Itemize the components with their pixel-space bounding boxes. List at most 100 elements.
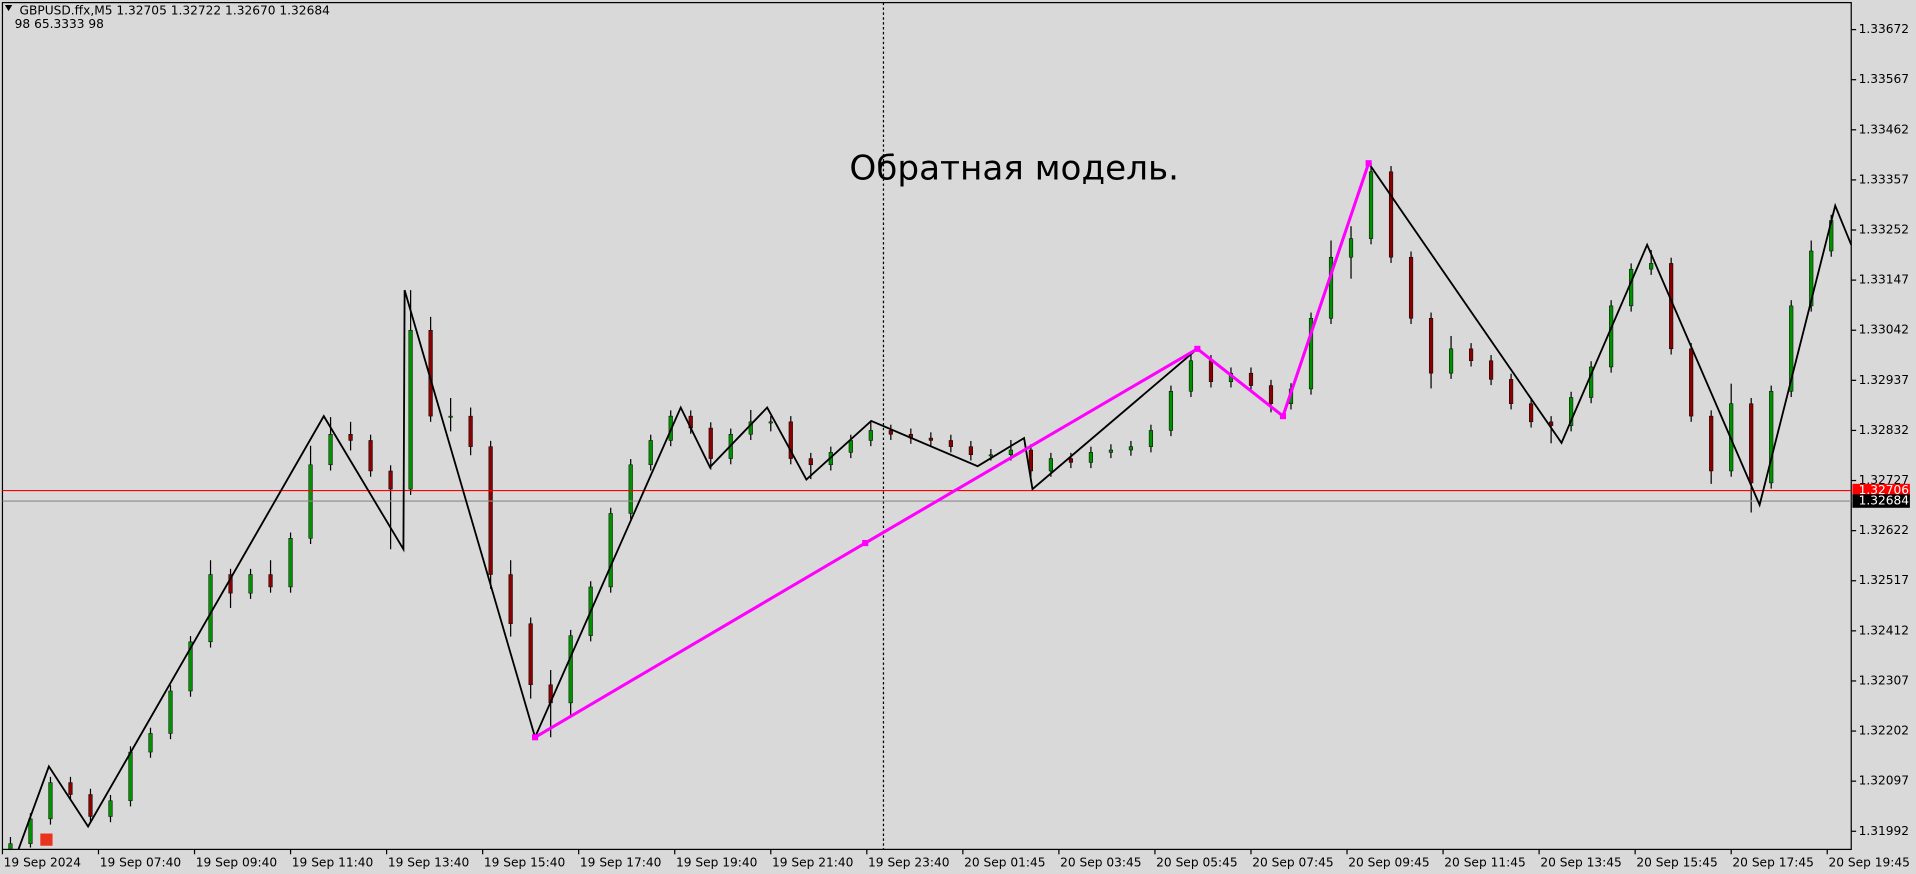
candle-body	[1529, 403, 1534, 423]
candle-body	[1088, 452, 1093, 463]
y-tick-label: 1.33252	[1859, 223, 1909, 237]
candle-body	[68, 782, 73, 795]
candle-body	[1188, 360, 1194, 392]
candle-body	[708, 427, 713, 459]
signal-icon	[40, 833, 53, 846]
candle-body	[868, 430, 873, 441]
candle-body	[888, 430, 893, 435]
candle-body	[768, 421, 773, 424]
candle-body	[388, 470, 393, 490]
candle-body	[1468, 348, 1474, 362]
x-tick-label: 19 Sep 15:40	[484, 855, 565, 869]
candle-body	[988, 454, 993, 457]
x-tick-label: 19 Sep 09:40	[196, 855, 277, 869]
candle-body	[1348, 238, 1354, 258]
candle-body	[648, 440, 653, 466]
candle-body	[608, 513, 613, 588]
candle-body	[1388, 171, 1394, 258]
zigzag-line	[17, 161, 1853, 850]
candle-body	[1749, 403, 1754, 484]
y-tick-label: 1.33147	[1859, 273, 1909, 287]
pattern-point	[1365, 160, 1372, 167]
candle-body	[8, 843, 13, 850]
candle-body	[928, 437, 933, 441]
candle-body	[1509, 379, 1514, 404]
y-tick-label: 1.33042	[1859, 323, 1909, 337]
candle-body	[1048, 458, 1053, 472]
y-tick-label: 1.32202	[1859, 724, 1909, 738]
candle-body	[1589, 366, 1594, 398]
candle-body	[208, 574, 213, 643]
collapse-arrow[interactable]	[4, 5, 13, 12]
candle-body	[628, 464, 633, 514]
candle-body	[1669, 263, 1674, 350]
candle-body	[1689, 348, 1694, 417]
candle-body	[1629, 268, 1634, 307]
candle-body	[1268, 385, 1274, 404]
plot-frame	[1, 1, 1852, 851]
x-tick-label: 19 Sep 19:40	[676, 855, 757, 869]
candle-body	[1168, 391, 1174, 431]
x-tick-label: 19 Sep 11:40	[292, 855, 373, 869]
x-tick-label: 19 Sep 21:40	[772, 855, 853, 869]
x-tick-label: 20 Sep 09:45	[1348, 855, 1429, 869]
candle-body	[328, 434, 333, 466]
y-tick-label: 1.32937	[1859, 373, 1909, 387]
y-tick-label: 1.32832	[1859, 423, 1909, 437]
candle-body	[1448, 348, 1454, 374]
x-tick-label: 20 Sep 01:45	[964, 855, 1045, 869]
candle-body	[268, 574, 273, 588]
candle-body	[1368, 171, 1374, 239]
candle-body	[128, 751, 133, 801]
candle-body	[1128, 446, 1134, 451]
candle-body	[1489, 360, 1494, 380]
pattern-point	[862, 539, 869, 547]
candle-body	[808, 458, 813, 466]
x-tick-label: 20 Sep 15:45	[1636, 855, 1717, 869]
x-tick-label: 20 Sep 13:45	[1540, 855, 1621, 869]
x-tick-label: 20 Sep 17:45	[1732, 855, 1813, 869]
price-label-box	[1852, 494, 1910, 508]
candle-body	[1108, 449, 1113, 453]
y-tick-label: 1.32517	[1859, 573, 1909, 587]
pattern-point	[1279, 413, 1287, 420]
x-tick-label: 19 Sep 2024	[4, 855, 82, 869]
candle-body	[1609, 305, 1614, 368]
candle-body	[508, 574, 513, 624]
candle-body	[1148, 430, 1154, 447]
candle-body	[568, 635, 573, 704]
candle-body	[1008, 449, 1013, 456]
candle-body	[1649, 263, 1654, 270]
candle-body	[1769, 391, 1774, 484]
price-label: 1.32706	[1859, 483, 1909, 497]
candle-body	[788, 421, 793, 459]
x-tick-label: 20 Sep 05:45	[1156, 855, 1237, 869]
candle-body	[1308, 318, 1314, 390]
candle-body	[1248, 372, 1254, 386]
candle-body	[148, 733, 153, 753]
candle-body	[1068, 458, 1073, 463]
candle-body	[188, 641, 193, 692]
y-tick-label: 1.32727	[1859, 473, 1909, 487]
candle-body	[88, 794, 93, 817]
x-tick-label: 20 Sep 19:45	[1828, 855, 1909, 869]
candle-body	[248, 574, 253, 594]
y-tick-label: 1.32097	[1859, 774, 1909, 788]
candle-body	[288, 538, 293, 588]
x-tick-label: 20 Sep 03:45	[1060, 855, 1141, 869]
candle-body	[1569, 397, 1574, 426]
x-tick-label: 19 Sep 23:40	[868, 855, 949, 869]
x-tick-label: 19 Sep 13:40	[388, 855, 469, 869]
candle-body	[948, 440, 953, 447]
candle-body	[408, 329, 413, 490]
candle-body	[848, 440, 853, 453]
x-tick-label: 19 Sep 17:40	[580, 855, 661, 869]
candle-body	[228, 574, 233, 594]
candle-body	[368, 440, 373, 472]
candle-body	[968, 446, 973, 456]
y-tick-label: 1.33567	[1859, 72, 1909, 86]
symbol-header: GBPUSD.ffx,M5 1.32705 1.32722 1.32670 1.…	[20, 4, 331, 18]
y-tick-label: 1.32412	[1859, 623, 1909, 637]
